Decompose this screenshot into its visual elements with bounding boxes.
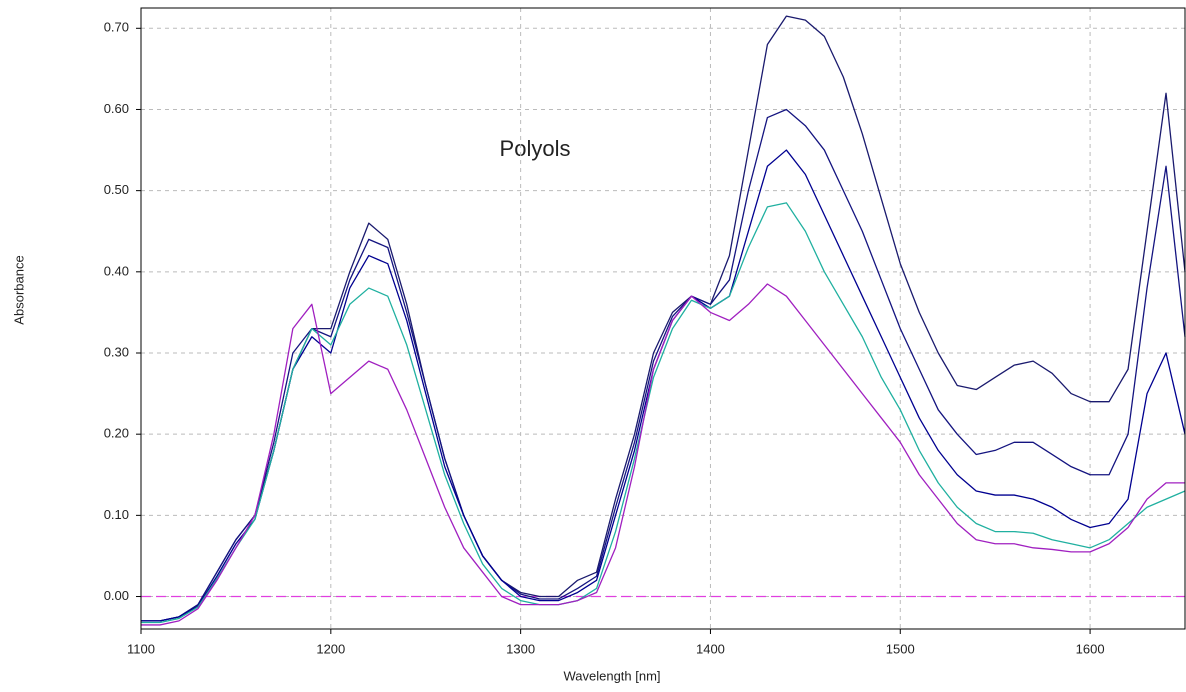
series-line <box>141 202 1186 624</box>
x-tick-label: 1300 <box>506 641 535 656</box>
y-tick-label: 0.70 <box>104 20 129 35</box>
y-tick-label: 0.60 <box>104 101 129 116</box>
y-tick-label: 0.20 <box>104 426 129 441</box>
y-tick-label: 0.40 <box>104 263 129 278</box>
x-tick-label: 1200 <box>316 641 345 656</box>
series-line <box>141 15 1186 622</box>
y-tick-label: 0.50 <box>104 182 129 197</box>
x-tick-label: 1500 <box>886 641 915 656</box>
x-axis-label: Wavelength [nm] <box>563 668 660 683</box>
series-line <box>141 283 1185 626</box>
x-tick-label: 1400 <box>696 641 725 656</box>
x-tick-label: 1100 <box>127 641 155 656</box>
y-tick-label: 0.10 <box>104 507 129 522</box>
y-axis-label: Absorbance <box>11 255 26 324</box>
plot-frame <box>140 7 1186 630</box>
series-line <box>141 149 1186 622</box>
series-line <box>141 108 1186 622</box>
x-tick-label: 1600 <box>1076 641 1105 656</box>
y-tick-label: 0.30 <box>104 344 129 359</box>
chart-title: Polyols <box>500 136 571 161</box>
y-tick-label: 0.00 <box>104 588 129 603</box>
